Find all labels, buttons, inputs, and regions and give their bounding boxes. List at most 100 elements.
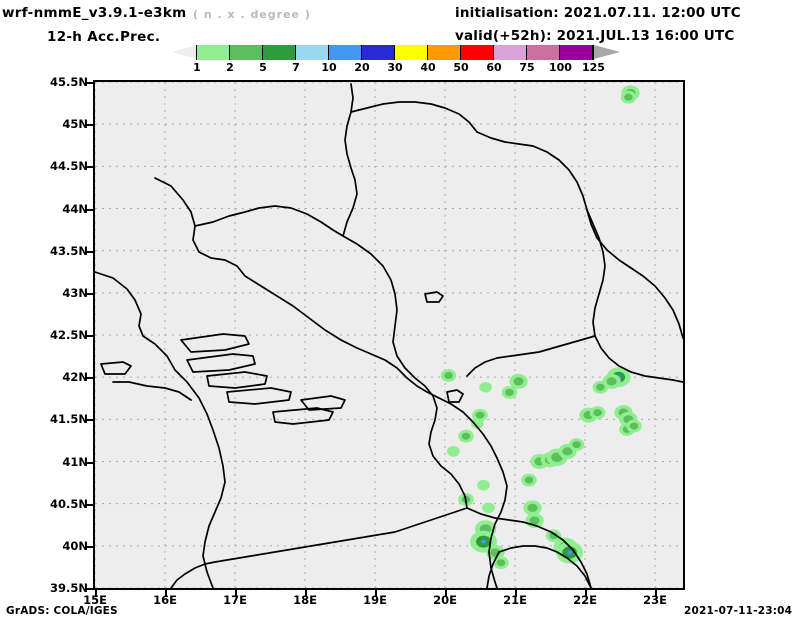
map-plot-frame [93,80,685,590]
y-axis-tick-label: 43.5N [50,243,88,258]
grads-credit: GrADS: COLA/IGES [6,605,118,617]
x-axis-tick-label: 20E [433,593,457,607]
precip-cell-core [624,93,633,101]
colorbar-tick-label: 5 [259,61,267,74]
precip-cell-core [593,409,602,417]
colorbar-tick-label: 75 [519,61,535,74]
colorbar-swatch: 30 [387,45,427,74]
colorbar-tick-label: 1 [193,61,201,74]
y-axis-tick-mark [86,461,93,464]
colorbar-swatch: 5 [259,45,295,74]
x-axis-tick-mark [165,590,167,597]
precip-cell [482,502,495,514]
x-axis-tick-mark [585,590,587,597]
precip-cell-core [572,441,581,449]
model-title: wrf-nmmE_v3.9.1-e3km [2,5,187,21]
precip-cell-core [513,377,524,386]
colorbar-swatch-end: 125 [582,45,605,74]
y-axis-tick-label: 41.5N [50,412,88,427]
y-axis-tick-mark [86,419,93,422]
colorbar-tick-label: 2 [226,61,234,74]
map-svg [95,82,683,588]
valid-time: valid(+52h): 2021.JUL.13 16:00 UTC [455,28,735,44]
precip-cell [479,382,492,393]
x-axis-tick-mark [445,590,447,597]
y-axis-tick-label: 40.5N [50,496,88,511]
x-axis-tick-mark [515,590,517,597]
precip-cell-peak [481,539,486,544]
colorbar-under-arrow-icon [172,45,196,60]
colorbar-tick-label: 50 [453,61,469,74]
y-axis-tick-mark [86,292,93,295]
precip-cell-core [527,503,538,513]
colorbar-swatch: 40 [420,45,460,74]
y-axis-tick-mark [86,545,93,548]
y-axis-tick-mark [86,588,93,590]
precip-cell-core [524,476,534,484]
y-axis-tick-label: 45.5N [50,75,88,89]
colorbar-tick-label: 60 [486,61,502,74]
colorbar-tick-label: 20 [354,61,370,74]
x-axis-tick-label: 15E [83,593,107,607]
y-axis-tick-mark [86,124,93,127]
x-axis-tick-mark [375,590,377,597]
precip-cell-core [461,432,471,440]
x-axis-tick-label: 16E [153,593,177,607]
precip-cell-core [549,532,558,540]
map-gridlines [95,82,683,588]
colorbar-tick-label: 125 [582,61,605,74]
colorbar-swatch: 1 [193,45,229,74]
precip-cell-core [596,383,605,391]
y-axis-tick-label: 41N [62,454,88,469]
precip-cell [477,479,490,491]
x-axis-tick-mark [305,590,307,597]
colorbar-swatch: 60 [486,45,526,74]
y-axis-tick-mark [86,377,93,380]
y-axis-tick-label: 44N [62,201,88,216]
colorbar-tick-label: 100 [549,61,572,74]
coastline-layer [95,83,683,588]
colorbar-tick-label: 30 [387,61,403,74]
y-axis-tick-label: 40N [62,538,88,553]
y-axis-tick-mark [86,335,93,337]
precipitation-layer [440,85,642,570]
colorbar-swatch: 20 [354,45,394,74]
precip-cell-core [629,422,639,430]
y-axis-tick-label: 39.5N [50,581,88,595]
precip-cell-peak [567,550,572,555]
colorbar-tick-label: 40 [420,61,436,74]
initialisation-time: initialisation: 2021.07.11. 12:00 UTC [455,5,741,21]
x-axis-tick-label: 19E [363,593,387,607]
colorbar-swatch: 10 [321,45,361,74]
precip-cell-core [505,388,514,396]
x-axis-tick-label: 23E [643,593,667,607]
precip-cell-core [529,516,540,525]
colorbar-tick-label: 7 [292,61,300,74]
colorbar-swatch: 100 [549,45,592,74]
colorbar-swatch: 75 [519,45,559,74]
model-units-label: ( n . x . degree ) [193,8,311,21]
precip-cell [447,446,460,457]
colorbar: 1 2 5 7 10 20 30 40 50 60 75 100 125 [172,45,620,74]
precip-cell-core [562,447,573,456]
y-axis-tick-mark [86,208,93,211]
colorbar-swatch: 50 [453,45,493,74]
x-axis-tick-mark [655,590,657,597]
colorbar-swatch: 2 [226,45,262,74]
y-axis-tick-mark [86,82,93,84]
y-axis-tick-mark [86,166,93,169]
x-axis-tick-mark [95,590,97,597]
y-axis-tick-label: 45N [62,117,88,132]
field-label: 12-h Acc.Prec. [47,29,161,45]
x-axis-tick-label: 18E [293,593,317,607]
y-axis-tick-mark [86,503,93,506]
precip-cell-core [444,371,453,379]
y-axis-tick-label: 43N [62,285,88,300]
y-axis-tick-mark [86,250,93,253]
y-axis-tick-label: 44.5N [50,159,88,174]
colorbar-over-arrow-icon [594,45,620,60]
precip-cell [470,418,484,429]
colorbar-swatch: 7 [292,45,328,74]
precip-cell-core [496,559,506,567]
y-axis-tick-label: 42N [62,370,88,385]
